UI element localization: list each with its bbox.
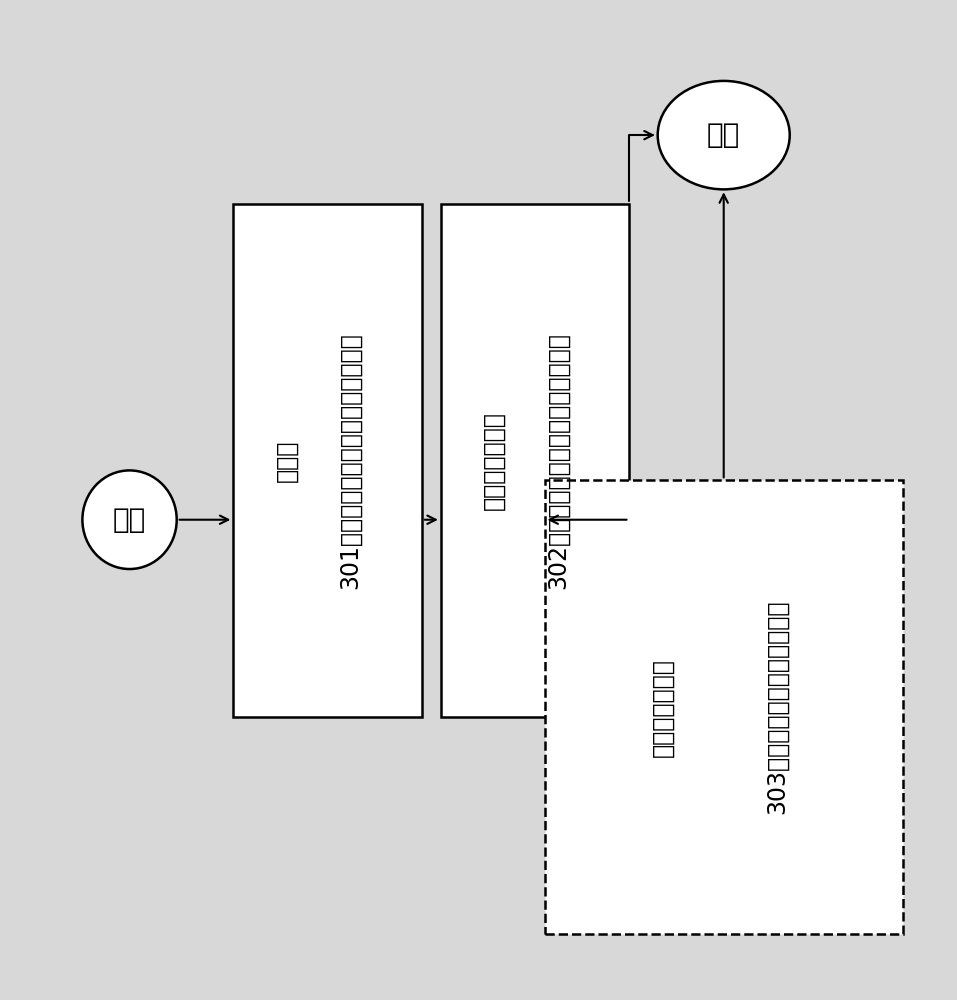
Ellipse shape xyxy=(82,470,177,569)
FancyBboxPatch shape xyxy=(441,204,630,717)
Text: 302．基于所获得的信息来选择对无线: 302．基于所获得的信息来选择对无线 xyxy=(545,332,569,589)
Text: 设备的传输模式: 设备的传输模式 xyxy=(481,411,505,510)
Text: 开始: 开始 xyxy=(113,506,146,534)
FancyBboxPatch shape xyxy=(545,480,902,934)
Text: 的传输模式通信: 的传输模式通信 xyxy=(651,658,675,757)
Text: 303．将无线设备配置为用所选: 303．将无线设备配置为用所选 xyxy=(766,600,790,814)
FancyBboxPatch shape xyxy=(234,204,422,717)
Text: 的信息: 的信息 xyxy=(274,439,298,482)
Text: 301．获得关于相应下行链路信号强度: 301．获得关于相应下行链路信号强度 xyxy=(338,332,363,589)
Text: 结束: 结束 xyxy=(707,121,741,149)
Ellipse shape xyxy=(657,81,790,189)
